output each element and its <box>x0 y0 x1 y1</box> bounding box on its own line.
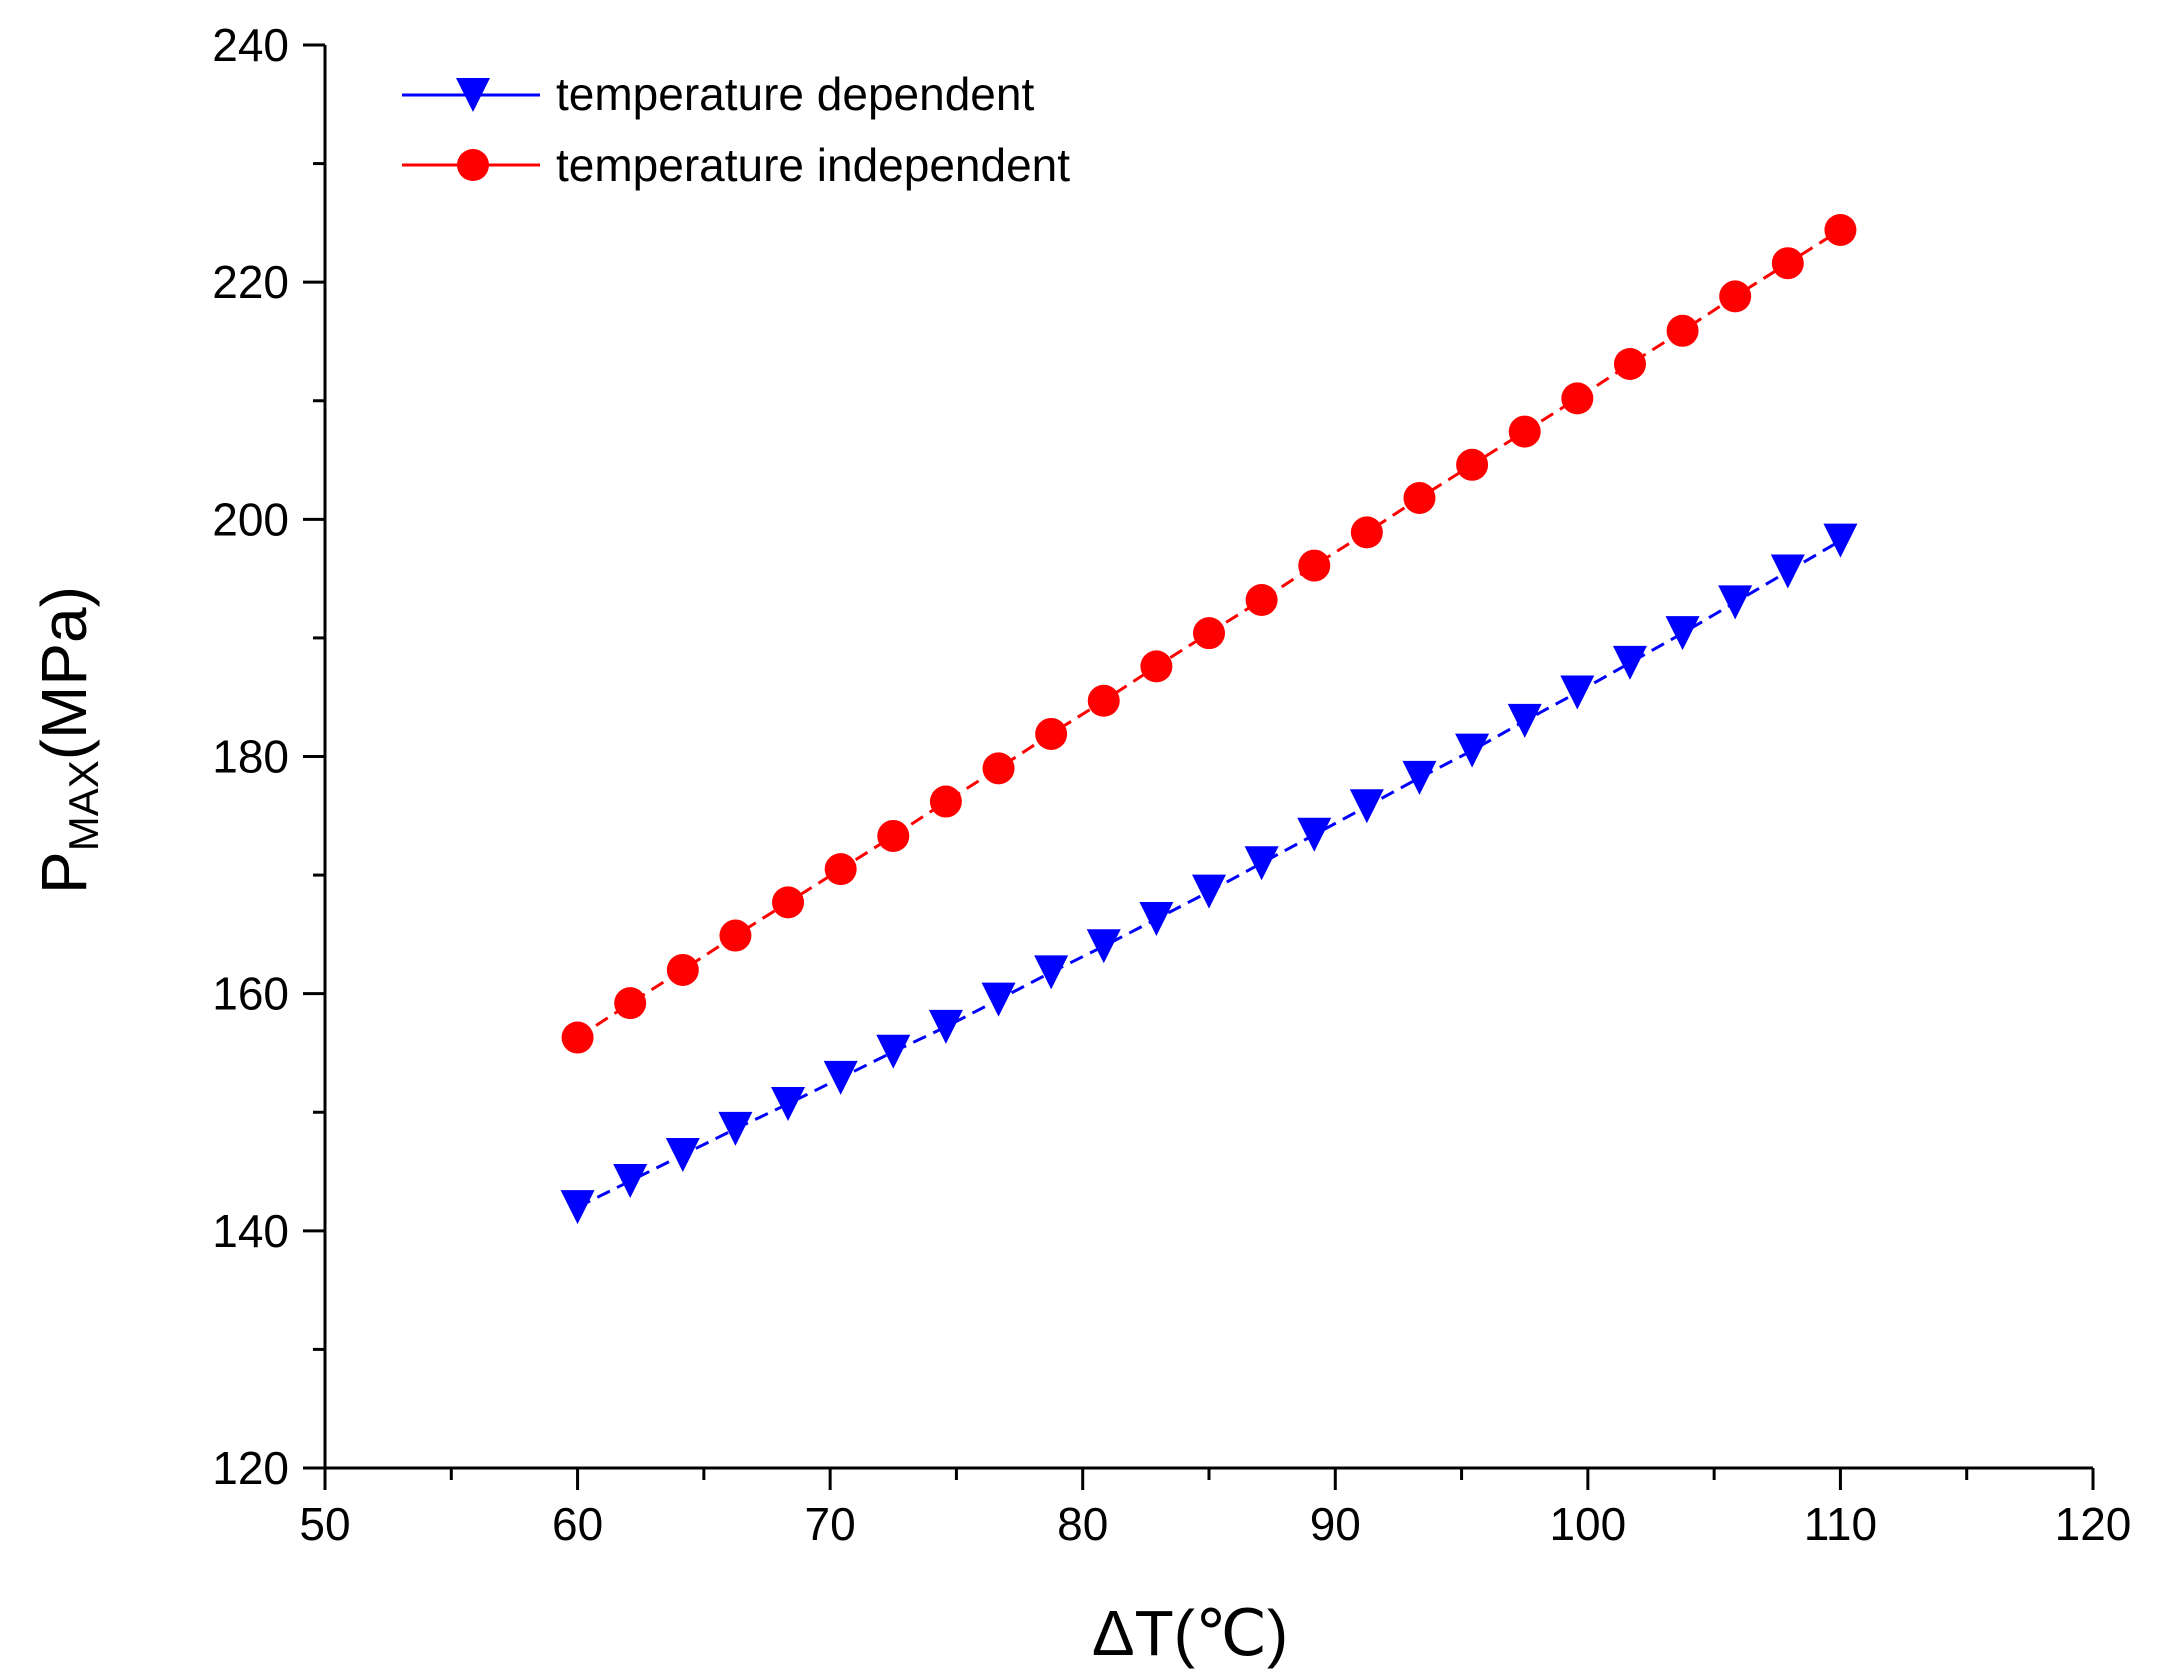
data-point <box>772 886 805 919</box>
x-tick-label: 70 <box>805 1498 856 1550</box>
data-point <box>1612 645 1647 680</box>
data-point <box>1613 347 1646 380</box>
data-point <box>928 1009 963 1044</box>
legend-item-independent: temperature independent <box>402 139 1070 191</box>
data-point <box>1349 789 1384 824</box>
y-tick-label: 220 <box>212 256 289 308</box>
x-tick-label: 60 <box>552 1498 603 1550</box>
data-point <box>613 1164 648 1199</box>
y-tick-label: 160 <box>212 968 289 1020</box>
data-point <box>719 919 752 952</box>
data-point <box>929 785 962 818</box>
data-point <box>1718 585 1753 620</box>
legend-marker-independent <box>457 149 489 181</box>
y-axis-title-unit: (MPa) <box>28 586 100 760</box>
data-point <box>1824 213 1857 246</box>
y-axis-title-main: P <box>28 851 100 894</box>
data-point <box>1035 717 1068 750</box>
data-point <box>1771 247 1804 280</box>
data-point <box>1560 675 1595 710</box>
data-point <box>1086 929 1121 964</box>
y-tick-label: 240 <box>212 19 289 71</box>
y-tick-label: 200 <box>212 493 289 545</box>
x-tick-label: 100 <box>1549 1498 1626 1550</box>
axis-ticks <box>303 43 2095 1490</box>
data-point <box>1140 650 1173 683</box>
data-point <box>877 819 910 852</box>
data-point <box>1665 616 1700 651</box>
tick-labels: 50 60 70 80 90 100 110 120 120 140 160 180 200 220 240 <box>212 19 2131 1550</box>
data-point <box>876 1034 911 1069</box>
data-point <box>1034 955 1069 990</box>
data-point <box>1719 280 1752 313</box>
data-point <box>1455 733 1490 768</box>
data-point <box>982 752 1015 785</box>
data-point <box>1139 901 1174 936</box>
data-point <box>718 1111 753 1146</box>
x-tick-label: 120 <box>2055 1498 2132 1550</box>
series-layer <box>560 213 1858 1225</box>
x-tick-label: 50 <box>299 1498 350 1550</box>
x-tick-label: 80 <box>1057 1498 1108 1550</box>
data-point <box>1770 554 1805 589</box>
data-point <box>1508 415 1541 448</box>
y-tick-label: 140 <box>212 1205 289 1257</box>
legend: temperature dependent temperature indepe… <box>402 68 1070 191</box>
data-point <box>1298 549 1331 582</box>
series-dependent <box>560 523 1858 1225</box>
data-point <box>1456 448 1489 481</box>
data-point <box>1193 617 1225 650</box>
data-point <box>666 953 699 986</box>
x-tick-label: 90 <box>1310 1498 1361 1550</box>
y-tick-label: 180 <box>212 731 289 783</box>
data-point <box>1402 760 1437 795</box>
data-point <box>823 1060 858 1095</box>
data-point <box>1297 817 1332 852</box>
data-point <box>1192 874 1226 909</box>
data-point <box>665 1137 700 1172</box>
legend-marker-dependent <box>456 78 490 112</box>
data-point <box>1561 382 1594 415</box>
y-tick-label: 120 <box>212 1442 289 1494</box>
y-axis-title-subscript: MAX <box>60 760 107 851</box>
data-point <box>614 987 647 1020</box>
data-point <box>1507 703 1542 738</box>
legend-item-dependent: temperature dependent <box>402 68 1034 120</box>
legend-label-dependent: temperature dependent <box>556 68 1034 120</box>
data-point <box>1823 523 1858 558</box>
data-point <box>771 1086 806 1121</box>
data-point <box>1087 684 1120 717</box>
axes <box>323 45 2093 1470</box>
data-point <box>1403 481 1436 514</box>
y-axis-title: PMAX(MPa) <box>28 586 107 894</box>
data-point <box>561 1021 594 1054</box>
data-point <box>1244 846 1279 881</box>
data-point <box>981 982 1016 1017</box>
data-point <box>560 1190 595 1225</box>
data-point <box>1350 516 1383 549</box>
x-axis-title: ΔT(℃) <box>1092 1597 1288 1669</box>
legend-label-independent: temperature independent <box>556 139 1070 191</box>
data-point <box>824 853 857 886</box>
x-tick-label: 110 <box>1804 1498 1877 1550</box>
series-independent <box>561 213 1857 1054</box>
data-point <box>1245 583 1278 616</box>
data-point <box>1666 314 1699 347</box>
